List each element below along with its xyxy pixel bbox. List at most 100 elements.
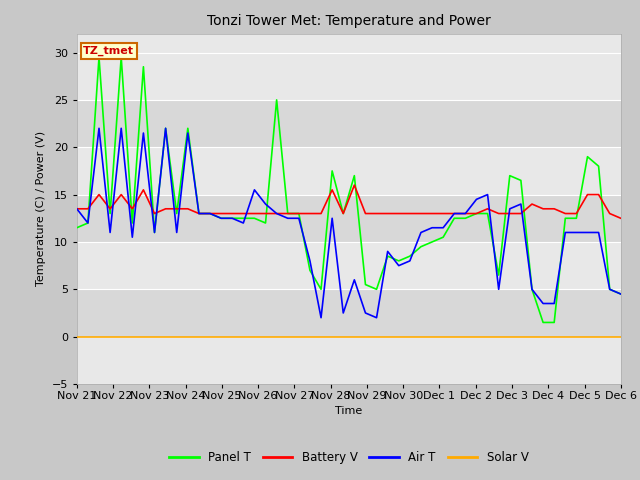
Panel T (295, 211, 303, 216)
Battery V (206, 211, 214, 216)
Battery V (317, 211, 325, 216)
Panel T (417, 244, 425, 250)
Battery V (606, 211, 614, 216)
Bar (77, 100, 621, 147)
Solar V (95, 334, 103, 339)
Solar V (561, 334, 569, 339)
Battery V (339, 211, 347, 216)
Panel T (395, 258, 403, 264)
Battery V (517, 211, 525, 216)
Air T (506, 206, 514, 212)
Air T (384, 249, 392, 254)
Air T (573, 229, 580, 235)
Solar V (129, 334, 136, 339)
Air T (606, 287, 614, 292)
Solar V (228, 334, 236, 339)
Panel T (84, 220, 92, 226)
Solar V (451, 334, 458, 339)
X-axis label: Time: Time (335, 407, 362, 417)
Panel T (406, 253, 413, 259)
Solar V (395, 334, 403, 339)
Battery V (129, 206, 136, 212)
Bar (77, 289, 621, 336)
Panel T (184, 125, 191, 131)
Panel T (339, 211, 347, 216)
Battery V (84, 206, 92, 212)
Air T (451, 211, 458, 216)
Battery V (528, 201, 536, 207)
Solar V (484, 334, 492, 339)
Solar V (284, 334, 292, 339)
Battery V (451, 211, 458, 216)
Solar V (206, 334, 214, 339)
Battery V (506, 211, 514, 216)
Panel T (140, 64, 147, 70)
Air T (584, 229, 591, 235)
Air T (472, 196, 480, 202)
Solar V (339, 334, 347, 339)
Panel T (195, 211, 203, 216)
Solar V (106, 334, 114, 339)
Bar (77, 147, 621, 194)
Solar V (495, 334, 502, 339)
Solar V (461, 334, 469, 339)
Battery V (140, 187, 147, 193)
Air T (561, 229, 569, 235)
Panel T (384, 253, 392, 259)
Solar V (517, 334, 525, 339)
Panel T (351, 173, 358, 179)
Panel T (540, 320, 547, 325)
Air T (206, 211, 214, 216)
Battery V (561, 211, 569, 216)
Air T (595, 229, 602, 235)
Solar V (306, 334, 314, 339)
Line: Panel T: Panel T (77, 57, 621, 323)
Air T (495, 287, 502, 292)
Battery V (595, 192, 602, 197)
Battery V (218, 211, 225, 216)
Solar V (140, 334, 147, 339)
Panel T (550, 320, 558, 325)
Panel T (584, 154, 591, 159)
Air T (150, 229, 158, 235)
Battery V (228, 211, 236, 216)
Air T (351, 277, 358, 283)
Air T (528, 287, 536, 292)
Air T (262, 201, 269, 207)
Panel T (451, 216, 458, 221)
Panel T (561, 216, 569, 221)
Solar V (372, 334, 380, 339)
Panel T (617, 291, 625, 297)
Air T (228, 216, 236, 221)
Panel T (117, 54, 125, 60)
Battery V (484, 206, 492, 212)
Air T (461, 211, 469, 216)
Solar V (84, 334, 92, 339)
Panel T (150, 229, 158, 235)
Battery V (273, 211, 280, 216)
Panel T (461, 216, 469, 221)
Solar V (173, 334, 180, 339)
Bar (77, 52, 621, 100)
Panel T (484, 211, 492, 216)
Battery V (439, 211, 447, 216)
Panel T (506, 173, 514, 179)
Panel T (73, 225, 81, 230)
Battery V (472, 211, 480, 216)
Battery V (406, 211, 413, 216)
Battery V (195, 211, 203, 216)
Air T (95, 125, 103, 131)
Battery V (262, 211, 269, 216)
Panel T (218, 216, 225, 221)
Air T (117, 125, 125, 131)
Panel T (517, 178, 525, 183)
Solar V (273, 334, 280, 339)
Solar V (218, 334, 225, 339)
Battery V (328, 187, 336, 193)
Line: Air T: Air T (77, 128, 621, 318)
Battery V (617, 216, 625, 221)
Battery V (428, 211, 436, 216)
Battery V (362, 211, 369, 216)
Panel T (606, 287, 614, 292)
Battery V (251, 211, 259, 216)
